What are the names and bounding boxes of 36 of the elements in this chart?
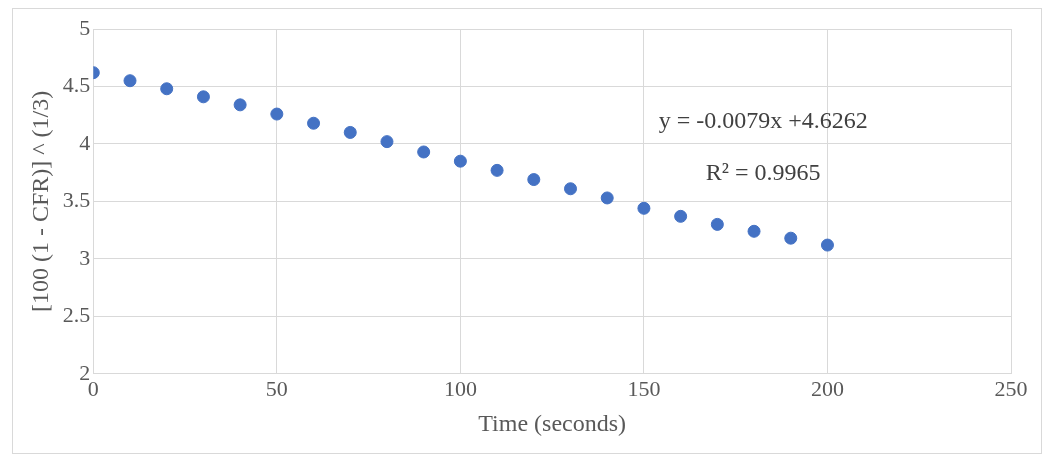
point [637,201,651,215]
point [417,145,431,159]
point [343,125,357,139]
point [196,90,210,104]
x-tick-label: 250 [994,375,1028,401]
point [527,173,541,187]
point [453,154,467,168]
point [784,231,798,245]
point [233,98,247,112]
y-tick-label: 5 [79,14,91,40]
x-tick-label: 200 [810,375,844,401]
y-tick-label: 3.5 [62,187,91,213]
point [564,182,577,196]
point [123,74,137,88]
y-tick-label: 2.5 [62,302,91,328]
y-axis-title: [100 (1 - CFR)] ^ (1/3) [26,90,53,313]
point [307,116,321,130]
point [160,82,174,96]
x-tick-label: 50 [265,375,288,401]
y-tick-label: 3 [79,244,91,270]
annotation: y = -0.0079x +4.6262 [658,107,868,134]
point [747,224,761,238]
point [490,163,504,177]
point [600,191,614,205]
x-tick-label: 100 [443,375,477,401]
point [820,238,834,252]
x-tick-label: 0 [87,375,99,401]
x-tick-label: 150 [627,375,661,401]
point [710,217,724,231]
x-axis-title: Time (seconds) [478,409,627,436]
point [380,135,394,149]
point [674,209,688,223]
point [270,107,284,121]
annotation: R² = 0.9965 [705,159,821,186]
y-tick-label: 4.5 [62,72,91,98]
y-tick-label: 4 [79,129,91,155]
